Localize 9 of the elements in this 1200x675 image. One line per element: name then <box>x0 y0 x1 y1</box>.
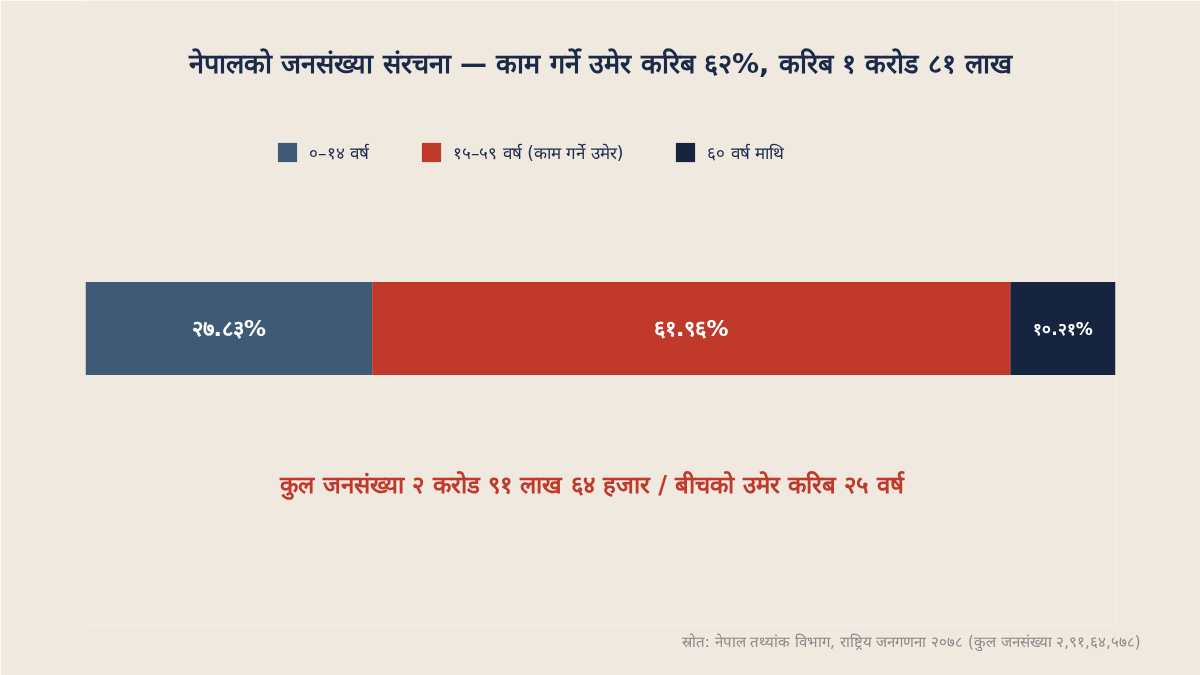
data-label: १०.२१% <box>1033 318 1093 339</box>
text: कुल जनसंख्या २ करोड ९१ लाख ६४ हजार / बीचको उमेर करिब २५ वर्ष <box>279 470 905 500</box>
data-label: ६१.९६% <box>654 316 729 341</box>
legend-label: ०–१४ वर्ष <box>309 141 369 164</box>
legend-label: १५–५९ वर्ष (काम गर्ने उमेर) <box>452 141 624 164</box>
legend-label: ६० वर्ष माथि <box>707 141 785 164</box>
data-label: २७.८३% <box>191 316 267 341</box>
text: स्रोत: नेपाल तथ्यांक विभाग, राष्ट्रिय जनगणना २०७८ (कुल जनसंख्या २,९१,६४,५७८) <box>681 632 1141 652</box>
chart-title: नेपालको जनसंख्या संरचना — काम गर्ने उमेर करिब ६२%, करिब १ करोड ८१ लाख <box>187 47 1014 79</box>
